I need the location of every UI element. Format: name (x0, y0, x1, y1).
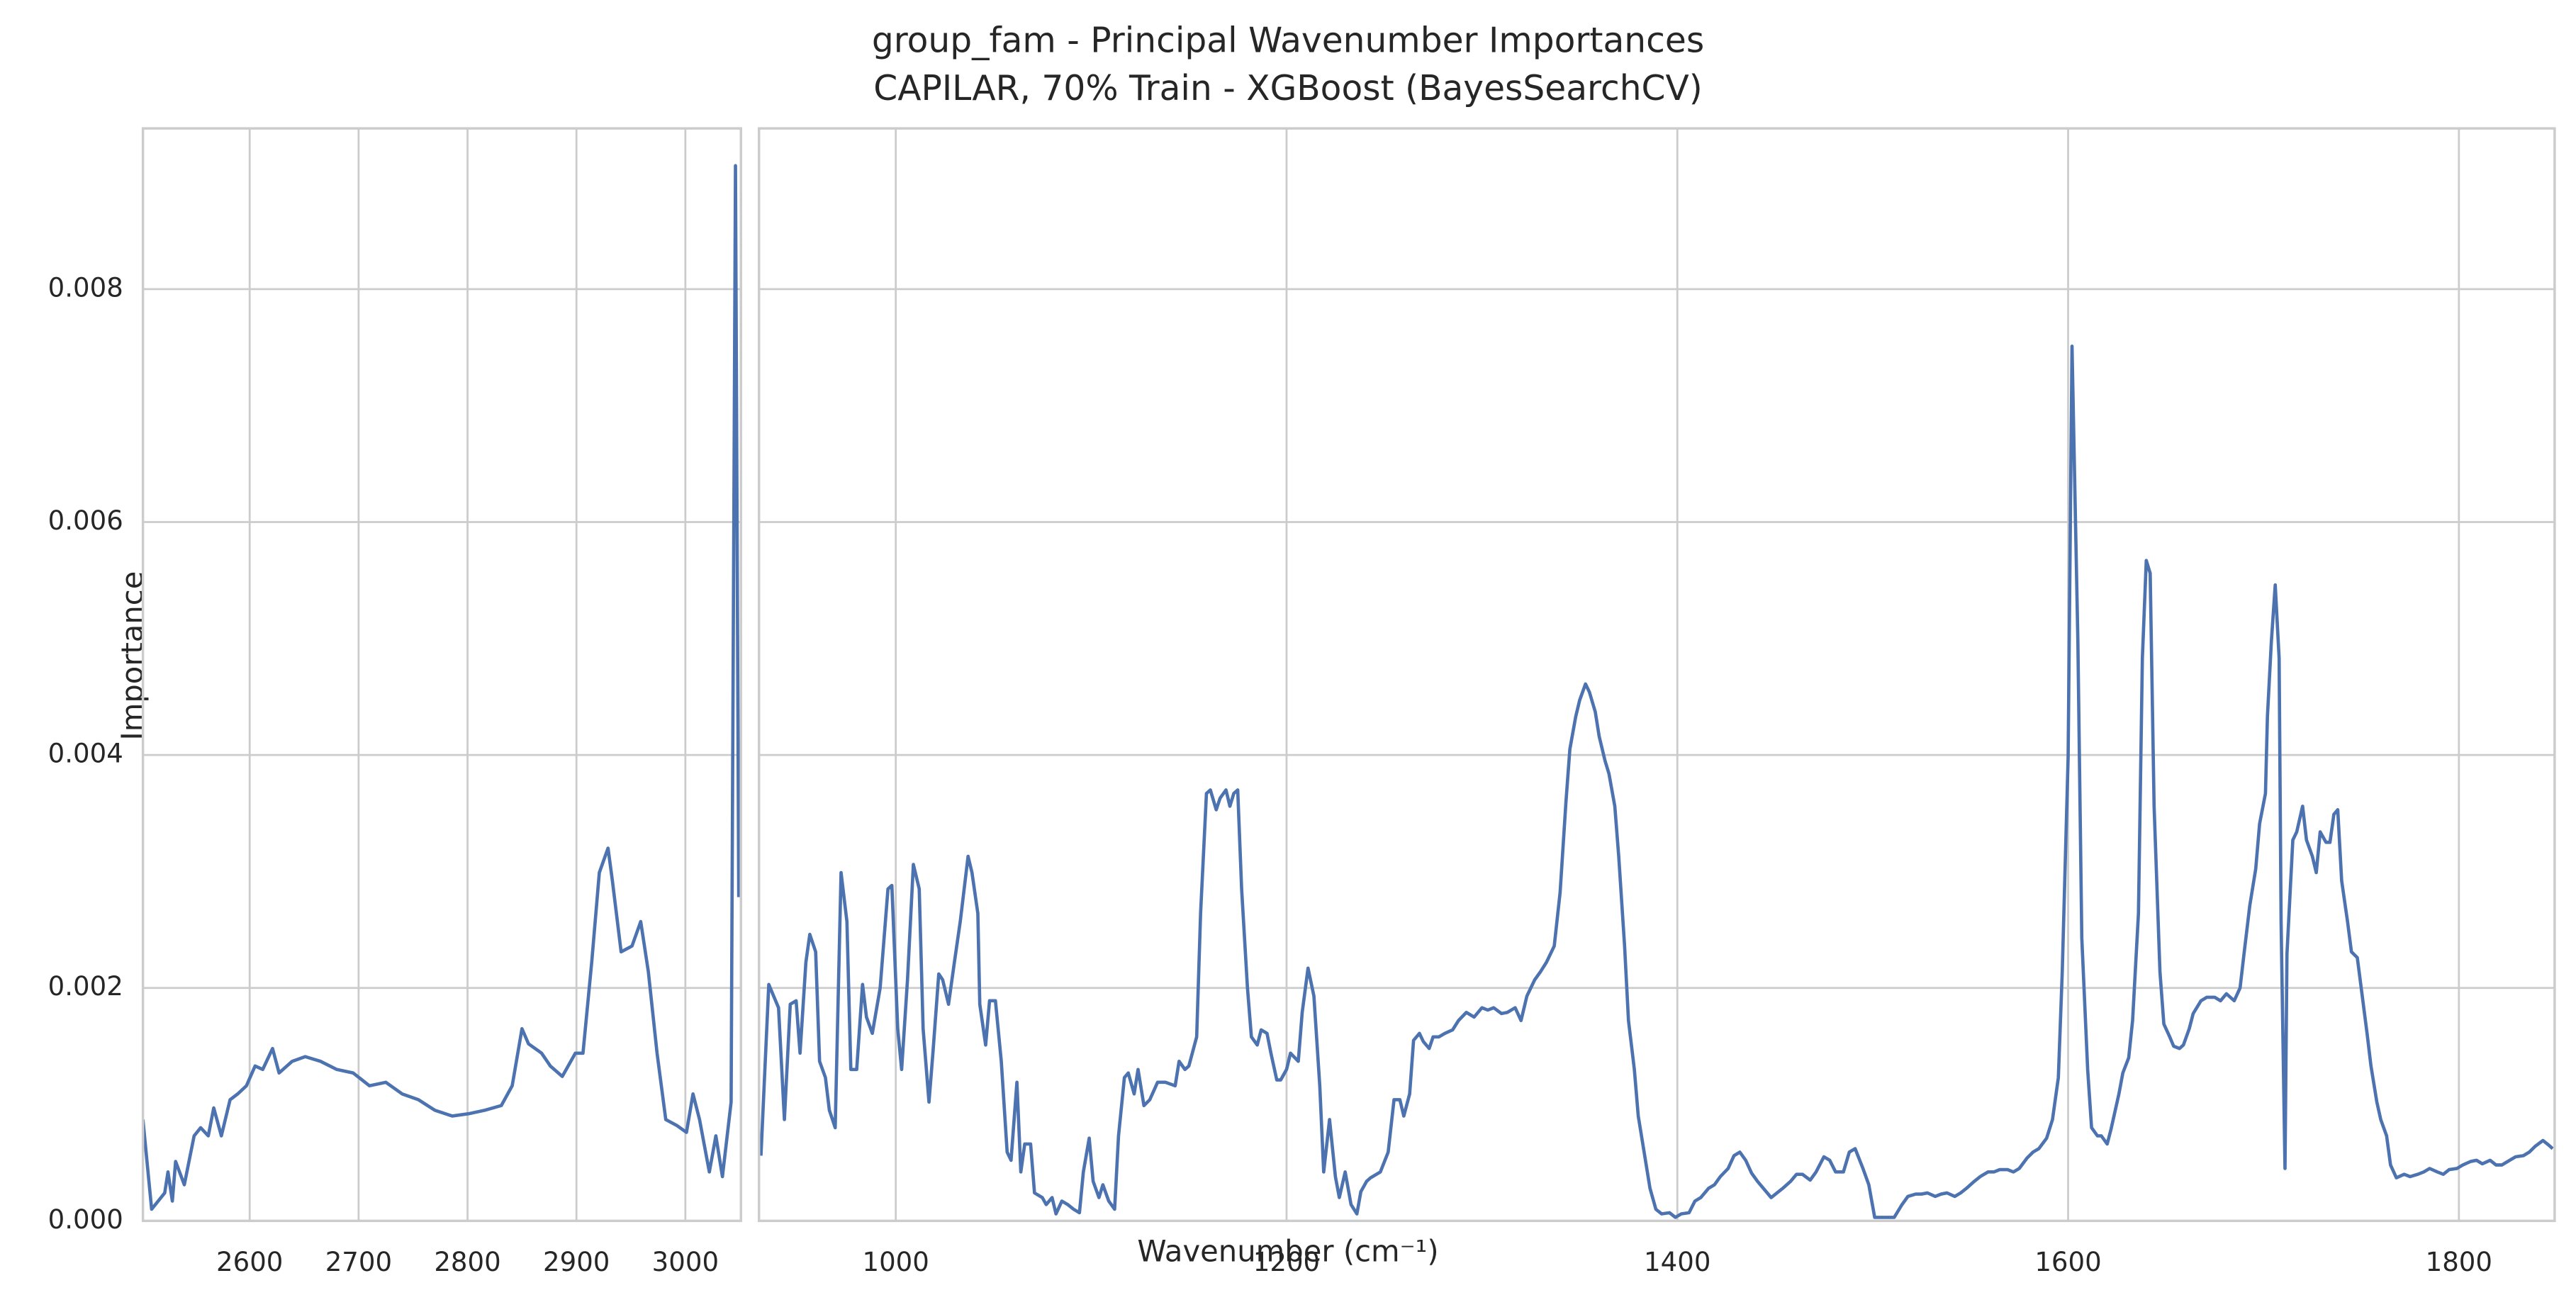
x-tick-label: 2800 (434, 1247, 500, 1277)
x-tick-label: 2600 (216, 1247, 283, 1277)
y-tick-label: 0.004 (48, 739, 123, 769)
y-tick-label: 0.000 (48, 1204, 123, 1235)
chart-title: group_fam - Principal Wavenumber Importa… (872, 21, 1704, 61)
x-tick-label: 1800 (2426, 1247, 2492, 1277)
importance-line (142, 164, 741, 1211)
x-tick-label: 1600 (2034, 1247, 2101, 1277)
x-axis-label: Wavenumber (cm⁻¹) (1137, 1234, 1438, 1269)
y-tick-label: 0.002 (48, 971, 123, 1002)
x-tick-label: 2900 (543, 1247, 610, 1277)
x-tick-label: 1400 (1644, 1247, 1710, 1277)
y-tick-label: 0.008 (48, 272, 123, 303)
x-tick-label: 2700 (325, 1247, 392, 1277)
y-tick-label: 0.006 (48, 505, 123, 536)
y-axis-label: Importance (115, 571, 150, 741)
x-tick-label: 1000 (862, 1247, 929, 1277)
panel-frame (757, 127, 2556, 1223)
x-tick-label: 1200 (1253, 1247, 1320, 1277)
panel-frame (141, 127, 742, 1223)
importance-line (759, 344, 2554, 1219)
chart-subtitle: CAPILAR, 70% Train - XGBoost (BayesSearc… (873, 69, 1703, 108)
x-tick-label: 3000 (652, 1247, 719, 1277)
